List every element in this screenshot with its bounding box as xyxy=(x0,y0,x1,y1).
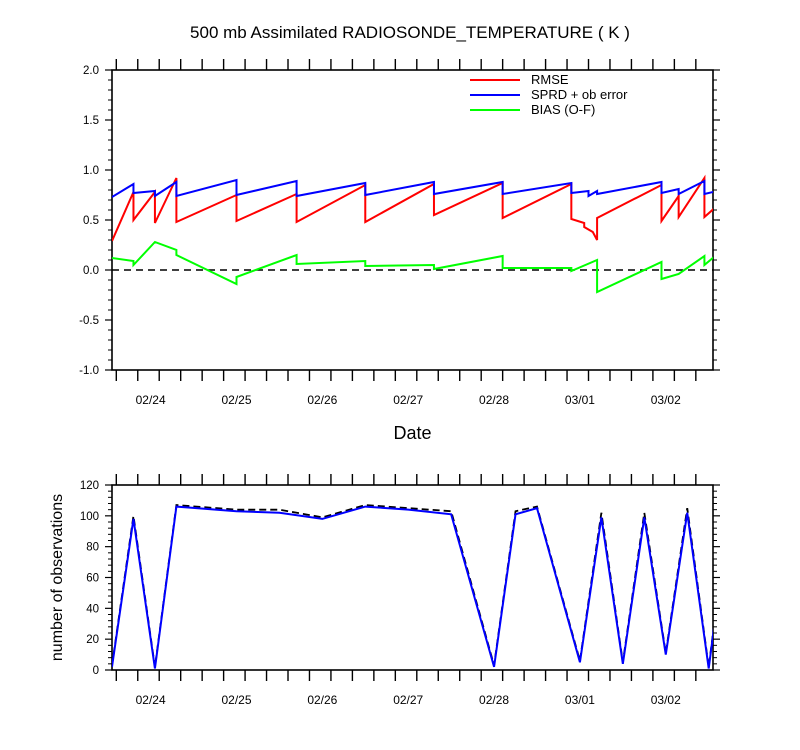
x-tick-label: 02/24 xyxy=(136,693,166,707)
x-tick-label: 02/27 xyxy=(393,693,423,707)
x-tick-label: 02/26 xyxy=(307,393,337,407)
y-axis-label: number of observations xyxy=(49,494,66,661)
y-tick-label: 60 xyxy=(86,573,99,585)
legend-label: RMSE xyxy=(531,72,569,87)
x-tick-label: 02/28 xyxy=(479,393,509,407)
y-tick-label: 100 xyxy=(80,511,99,523)
x-tick-label: 02/28 xyxy=(479,693,509,707)
bottom-chart: 0 20 40 60 80 100 120 02/24 02/25 02/26 02/27 02/28… xyxy=(49,474,720,707)
series-group xyxy=(112,504,713,669)
y-tick-label: -1.0 xyxy=(79,365,99,377)
chart-title: 500 mb Assimilated RADIOSONDE_TEMPERATUR… xyxy=(190,23,630,42)
y-tick-label: 20 xyxy=(86,634,99,646)
y-tick-label: 1.5 xyxy=(83,115,99,127)
y-tick-label: -0.5 xyxy=(79,315,99,327)
series-line-rmse xyxy=(112,174,713,242)
plot-frame xyxy=(111,69,714,371)
legend-label: BIAS (O-F) xyxy=(531,102,595,117)
y-tick-label: 120 xyxy=(80,480,99,492)
x-tick-label: 02/25 xyxy=(221,393,251,407)
y-tick-label: 0.5 xyxy=(83,215,99,227)
y-tick-label: 0.0 xyxy=(83,265,99,277)
x-axis-label: Date xyxy=(393,423,431,443)
y-tick-label: 2.0 xyxy=(83,65,99,77)
series-group xyxy=(112,174,713,294)
y-tick-label: 1.0 xyxy=(83,165,99,177)
x-tick-label: 03/02 xyxy=(651,393,681,407)
series-line-sprd-ob-error xyxy=(112,178,713,198)
y-tick-label: 0 xyxy=(93,665,99,677)
x-tick-label: 03/01 xyxy=(565,393,595,407)
x-tick-label: 02/26 xyxy=(307,693,337,707)
x-tick-label: 02/25 xyxy=(221,693,251,707)
x-tick-label: 03/02 xyxy=(651,693,681,707)
x-tick-label: 02/27 xyxy=(393,393,423,407)
plot-frame xyxy=(111,484,714,671)
y-tick-label: 40 xyxy=(86,603,99,615)
x-tick-label: 03/01 xyxy=(565,693,595,707)
series-line-bias-o-f xyxy=(112,240,713,294)
legend-label: SPRD + ob error xyxy=(531,87,628,102)
y-tick-label: 80 xyxy=(86,542,99,554)
x-tick-label: 02/24 xyxy=(136,393,166,407)
top-chart: -1.0 -0.5 0.0 0.5 1.0 1.5 2.0 02/24 02/25 02/26 02… xyxy=(79,23,720,443)
series-line-used xyxy=(112,505,713,669)
